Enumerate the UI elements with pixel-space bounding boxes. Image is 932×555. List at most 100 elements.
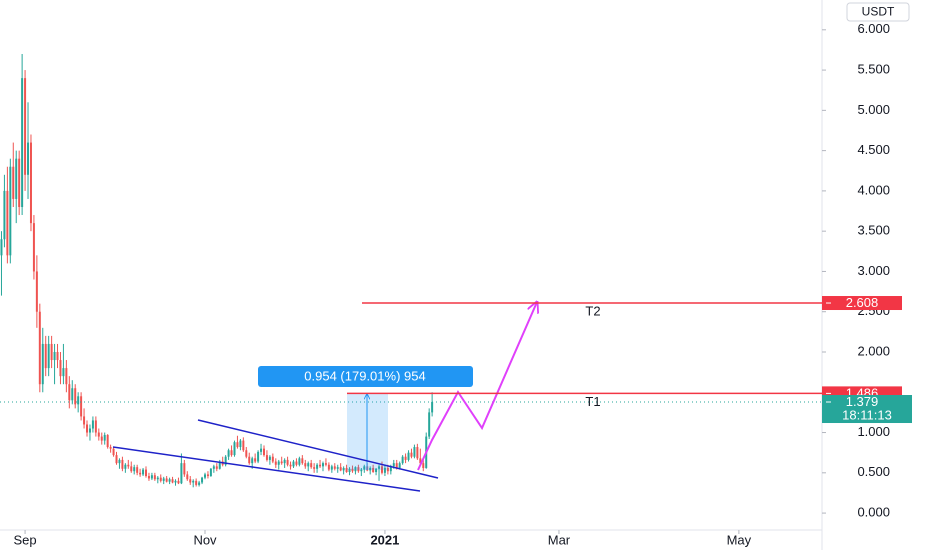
candle-body (121, 459, 124, 469)
candle-body (103, 434, 106, 441)
candle-body (18, 158, 21, 208)
candle-body (277, 461, 280, 465)
candle-body (6, 190, 9, 256)
candle-body (378, 466, 381, 469)
candle-body (215, 466, 218, 469)
candle-body (389, 466, 392, 472)
candle-body (147, 476, 150, 479)
plot-area (0, 53, 822, 488)
candle-body (327, 464, 330, 470)
price-label-box (822, 296, 902, 311)
candle-body (416, 447, 419, 459)
candle-body (174, 480, 177, 483)
measure-label: 0.954 (179.01%) 954 (304, 368, 425, 383)
candle-body (3, 190, 6, 240)
candle-body (71, 388, 74, 401)
candle-body (86, 424, 89, 433)
x-tick-label: Nov (193, 532, 217, 547)
trendline (112, 446, 421, 492)
candle-body (369, 467, 372, 471)
candle-body (198, 482, 201, 485)
candle-body (91, 420, 94, 429)
candle-body (283, 459, 286, 464)
candle-body (372, 467, 375, 473)
candle-body (180, 463, 183, 484)
candle-body (186, 474, 189, 480)
candle-body (189, 479, 192, 483)
y-tick-label: 3.500 (857, 223, 890, 238)
y-tick-label: 0.500 (857, 464, 890, 479)
candle-body (363, 466, 366, 470)
candle-body (286, 459, 289, 465)
candle-body (230, 450, 233, 456)
candle-body (106, 434, 109, 448)
candle-body (195, 480, 198, 485)
y-tick-label: 4.500 (857, 142, 890, 157)
candle-body (35, 271, 38, 312)
y-tick-label: 4.000 (857, 182, 890, 197)
price-label: 2.608 (846, 295, 879, 310)
candle-body (233, 442, 236, 456)
candle-body (118, 459, 121, 464)
candle-body (156, 477, 159, 480)
x-tick-label: May (727, 532, 752, 547)
candle-body (201, 477, 204, 483)
candle-body (38, 311, 41, 385)
projection-path (417, 302, 537, 471)
x-tick-label: Sep (14, 532, 37, 547)
candle-body (94, 420, 97, 433)
candle-body (431, 402, 434, 413)
candle-body (428, 412, 431, 437)
candle-body (41, 343, 44, 385)
candle-body (133, 467, 136, 472)
candle-body (29, 142, 32, 224)
y-tick-label: 3.000 (857, 263, 890, 278)
candle-body (206, 474, 209, 477)
candle-body (136, 467, 139, 473)
candle-body (68, 384, 71, 401)
candle-body (336, 467, 339, 469)
candle-body (301, 458, 304, 464)
candle-body (422, 463, 425, 468)
candle-body (324, 463, 327, 465)
last-price-label: 1.379 (846, 394, 879, 409)
candle-body (404, 456, 407, 460)
y-tick-label: 5.000 (857, 102, 890, 117)
candle-body (77, 396, 80, 405)
y-tick-label: 5.500 (857, 62, 890, 77)
candle-body (254, 458, 257, 462)
candle-body (292, 461, 295, 467)
currency-box[interactable] (846, 2, 910, 22)
candle-body (262, 448, 265, 456)
candle-body (345, 467, 348, 473)
candle-body (212, 466, 215, 469)
trendline (197, 419, 439, 479)
candle-body (47, 343, 50, 369)
candle-body (153, 475, 156, 480)
candle-body (330, 466, 333, 470)
candle-body (268, 456, 271, 460)
y-tick-label: 1.000 (857, 424, 890, 439)
candle-body (289, 464, 292, 467)
candle-body (398, 463, 401, 468)
candle-body (165, 478, 168, 482)
candle-body (319, 464, 322, 467)
candle-body (245, 450, 248, 457)
x-tick-label: 2021 (370, 532, 399, 547)
candle-body (339, 467, 342, 471)
candle-body (15, 158, 18, 199)
candle-body (236, 442, 239, 448)
countdown: 18:11:13 (842, 407, 892, 422)
candle-body (260, 448, 263, 452)
candle-body (251, 458, 254, 464)
candle-body (88, 428, 91, 433)
candle-body (209, 468, 212, 477)
candle-body (0, 239, 3, 256)
candle-body (97, 432, 100, 437)
candle-body (239, 440, 242, 448)
candle-body (21, 78, 24, 208)
level-name: T2 (585, 303, 600, 318)
candle-body (159, 477, 162, 481)
candle-body (354, 467, 357, 472)
